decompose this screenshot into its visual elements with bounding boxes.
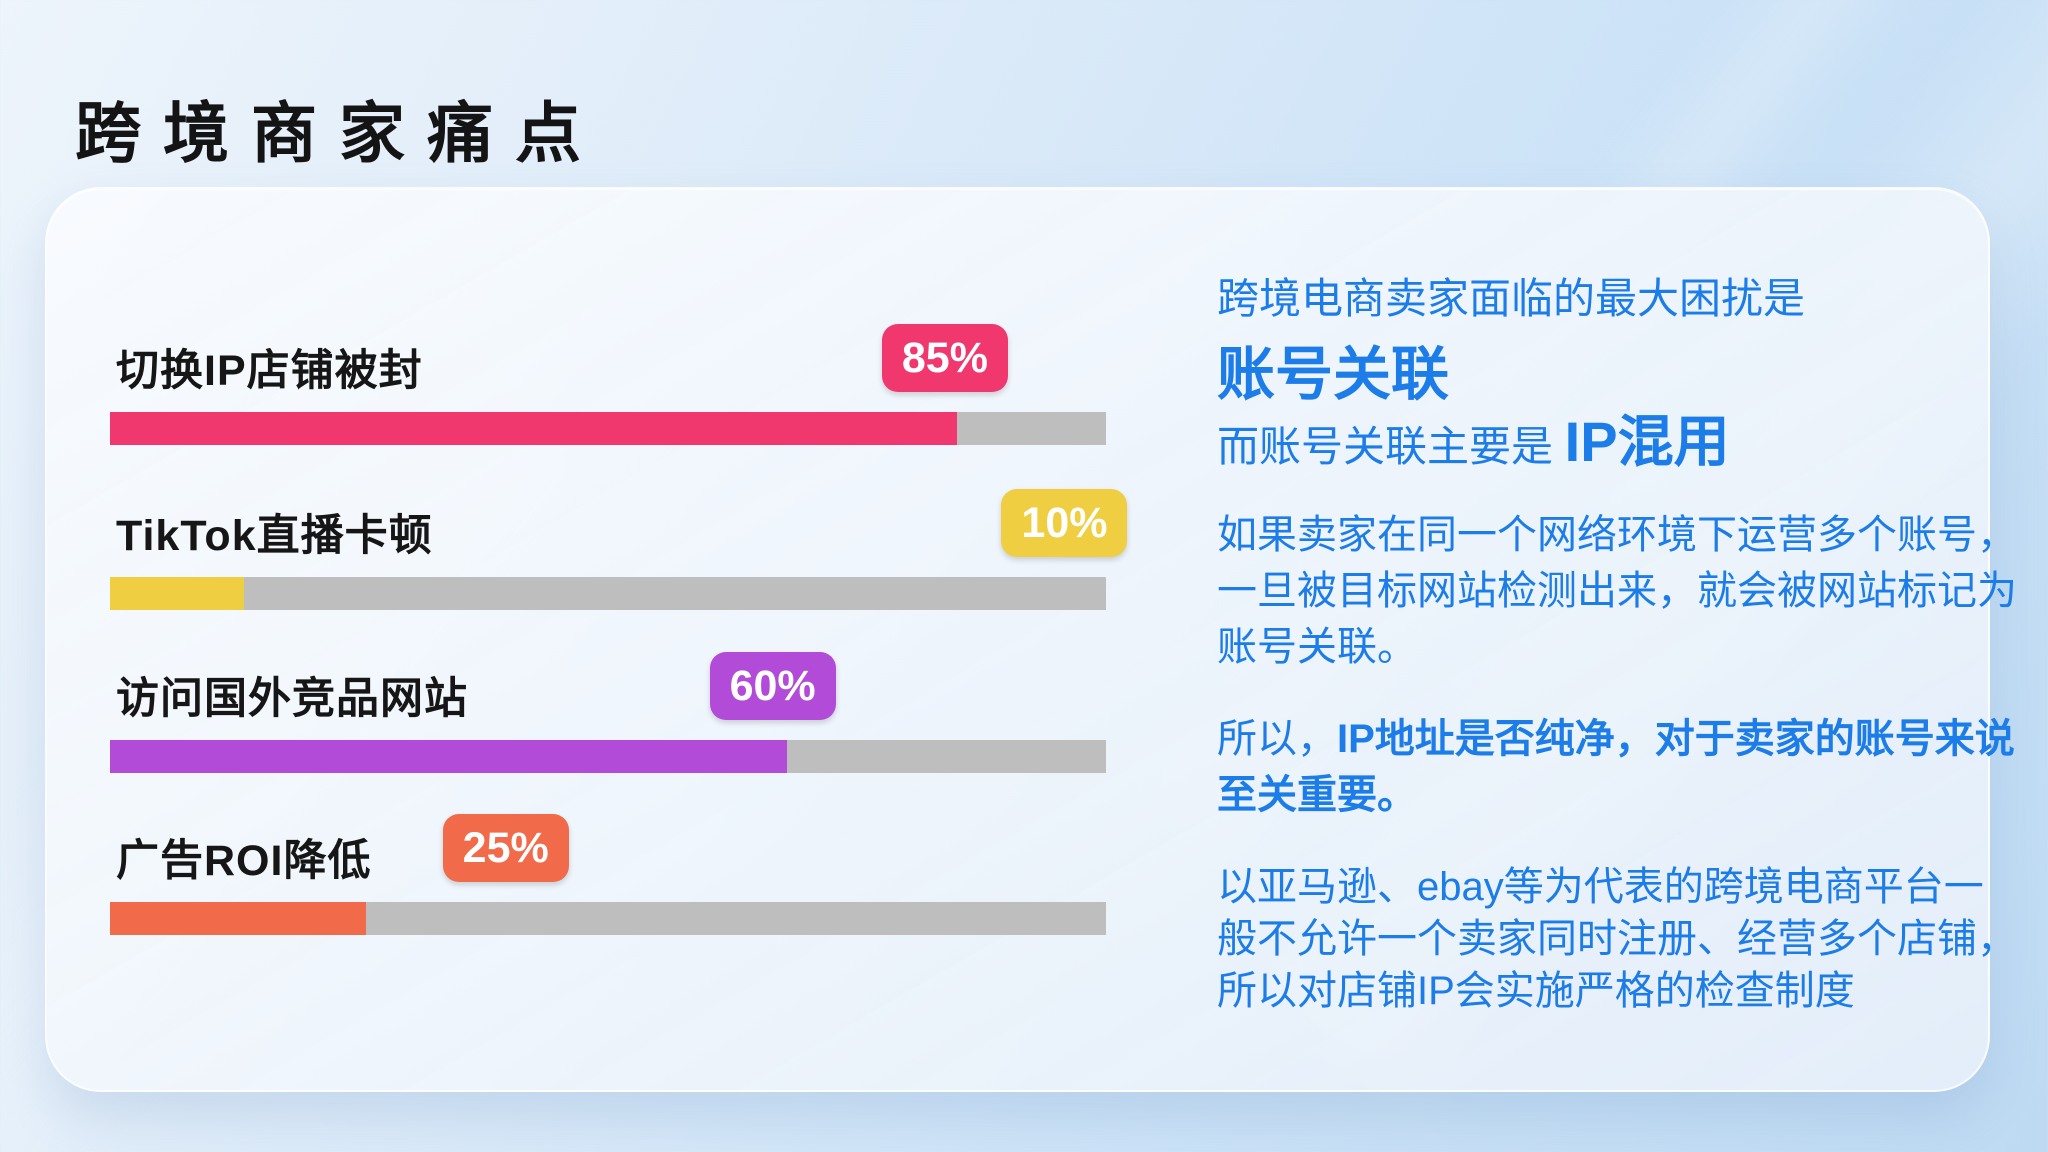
- bar-label: 广告ROI降低: [116, 837, 372, 885]
- para2-prefix: 所以，: [1217, 717, 1337, 761]
- paragraph-line: 所以对店铺IP会实施严格的检查制度: [1217, 969, 1855, 1013]
- intro-line: 跨境电商卖家面临的最大困扰是: [1217, 275, 1806, 322]
- paragraph-line: 如果卖家在同一个网络环境下运营多个账号，: [1217, 513, 2017, 557]
- bar-track: [110, 740, 1106, 773]
- value-badge: 60%: [709, 652, 836, 720]
- paragraph-ip-purity: 所以，IP地址是否纯净，对于卖家的账号来说 至关重要。: [1217, 711, 2015, 823]
- value-badge: 85%: [881, 324, 1008, 392]
- paragraph-account-linking: 如果卖家在同一个网络环境下运营多个账号， 一旦被目标网站检测出来，就会被网站标记…: [1217, 507, 2017, 675]
- pain-points-bar-chart: 切换IP店铺被封 85% TikTok直播卡顿 10% 访问国外竞品网站 60%…: [110, 189, 1128, 1090]
- bar-label: 访问国外竞品网站: [116, 675, 468, 723]
- paragraph-platform-rules: 以亚马逊、ebay等为代表的跨境电商平台一 般不允许一个卖家同时注册、经营多个店…: [1217, 861, 2017, 1017]
- subline-emphasis: IP混用: [1564, 410, 1730, 473]
- bar-track: [110, 577, 1106, 610]
- chart-row: TikTok直播卡顿 10%: [110, 489, 1128, 639]
- page-title: 跨境商家痛点: [75, 96, 603, 170]
- value-badge: 25%: [442, 814, 569, 882]
- paragraph-line: 账号关联。: [1217, 625, 1417, 669]
- value-badge: 10%: [1001, 489, 1128, 557]
- chart-row: 切换IP店铺被封 85%: [110, 324, 1106, 474]
- paragraph-line: 一旦被目标网站检测出来，就会被网站标记为: [1217, 569, 2017, 613]
- subline-prefix: 而账号关联主要是: [1217, 423, 1565, 470]
- headline-account-linking: 账号关联: [1217, 342, 1450, 407]
- chart-row: 访问国外竞品网站 60%: [110, 652, 1106, 802]
- bar-fill: [110, 902, 366, 935]
- subline: 而账号关联主要是 IP混用: [1217, 397, 1730, 478]
- bar-fill: [110, 740, 788, 773]
- bar-fill: [110, 577, 245, 610]
- paragraph-line: 至关重要。: [1217, 773, 1417, 817]
- chart-row: 广告ROI降低 25%: [110, 814, 1106, 964]
- content-card: 切换IP店铺被封 85% TikTok直播卡顿 10% 访问国外竞品网站 60%…: [45, 187, 2017, 1092]
- bar-track: [110, 412, 1106, 445]
- paragraph-line: 所以，IP地址是否纯净，对于卖家的账号来说: [1217, 711, 2015, 767]
- bar-label: 切换IP店铺被封: [116, 347, 423, 395]
- bar-fill: [110, 412, 957, 445]
- para2-bold: IP地址是否纯净，对于卖家的账号来说: [1337, 717, 2015, 761]
- paragraph-line: 以亚马逊、ebay等为代表的跨境电商平台一: [1217, 865, 1984, 909]
- bar-track: [110, 902, 1106, 935]
- bar-label: TikTok直播卡顿: [116, 512, 433, 560]
- paragraph-line: 般不允许一个卖家同时注册、经营多个店铺，: [1217, 917, 2017, 961]
